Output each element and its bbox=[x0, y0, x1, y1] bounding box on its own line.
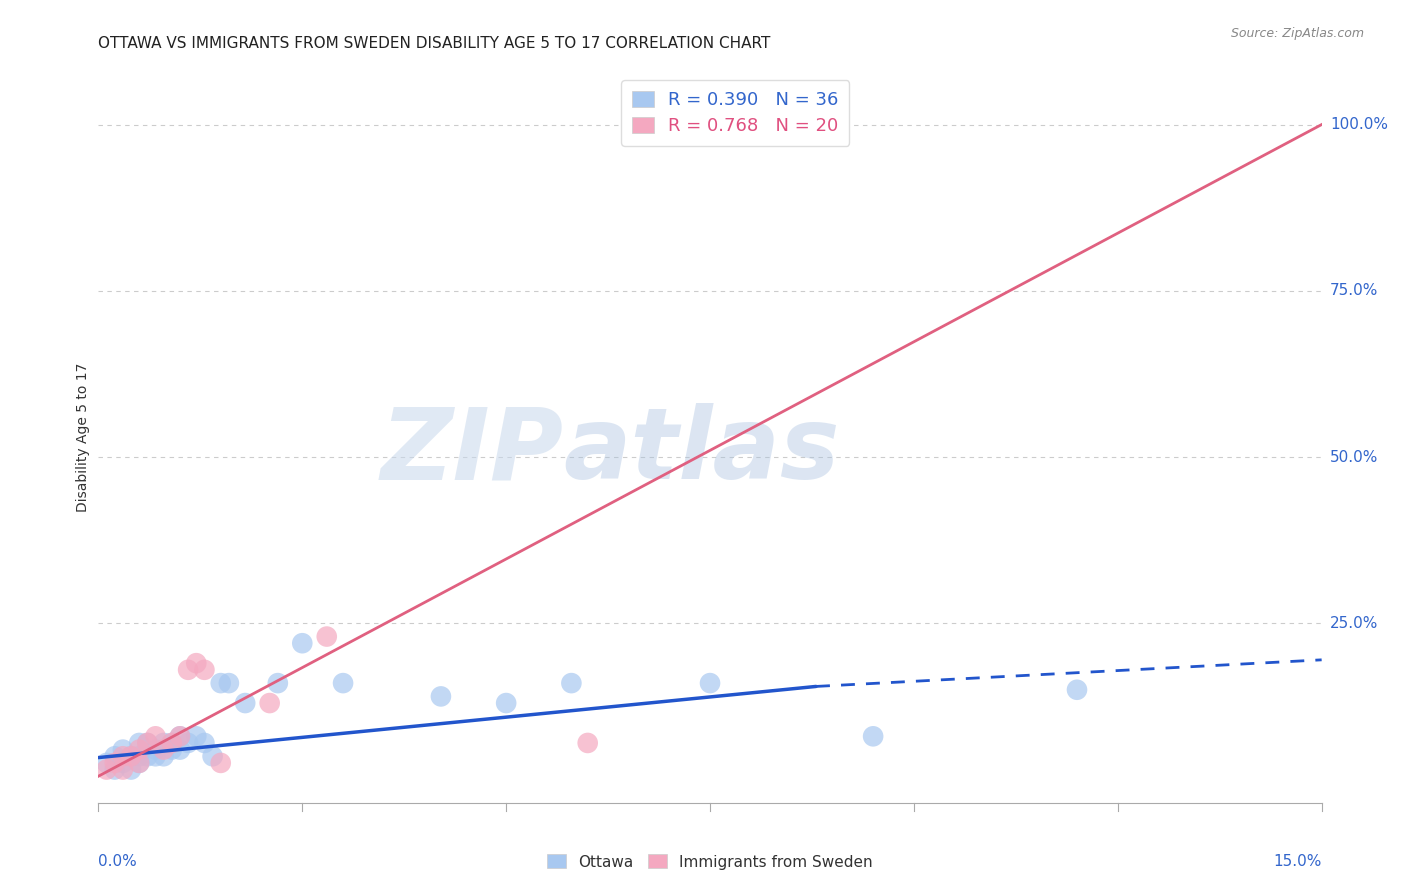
Point bbox=[111, 763, 134, 777]
Point bbox=[111, 756, 134, 770]
Text: 100.0%: 100.0% bbox=[1330, 117, 1388, 132]
Point bbox=[332, 676, 354, 690]
Text: ZIP: ZIP bbox=[380, 403, 564, 500]
Point bbox=[699, 676, 721, 690]
Point bbox=[128, 756, 150, 770]
Point bbox=[120, 749, 142, 764]
Point bbox=[862, 729, 884, 743]
Text: Source: ZipAtlas.com: Source: ZipAtlas.com bbox=[1230, 27, 1364, 40]
Text: 0.0%: 0.0% bbox=[98, 854, 138, 869]
Text: OTTAWA VS IMMIGRANTS FROM SWEDEN DISABILITY AGE 5 TO 17 CORRELATION CHART: OTTAWA VS IMMIGRANTS FROM SWEDEN DISABIL… bbox=[98, 36, 770, 51]
Point bbox=[169, 729, 191, 743]
Point bbox=[186, 729, 208, 743]
Point bbox=[267, 676, 290, 690]
Text: 25.0%: 25.0% bbox=[1330, 615, 1378, 631]
Point bbox=[160, 736, 183, 750]
Point bbox=[145, 749, 167, 764]
Point bbox=[104, 756, 127, 770]
Point bbox=[104, 763, 127, 777]
Text: 75.0%: 75.0% bbox=[1330, 284, 1378, 298]
Text: 50.0%: 50.0% bbox=[1330, 450, 1378, 465]
Point bbox=[315, 630, 337, 644]
Point bbox=[495, 696, 517, 710]
Point bbox=[560, 676, 582, 690]
Point bbox=[136, 749, 159, 764]
Point bbox=[218, 676, 240, 690]
Point bbox=[209, 756, 232, 770]
Point bbox=[120, 763, 142, 777]
Point bbox=[186, 656, 208, 670]
Point bbox=[152, 749, 174, 764]
Point bbox=[128, 736, 150, 750]
Point bbox=[128, 749, 150, 764]
Point bbox=[201, 749, 224, 764]
Point bbox=[259, 696, 281, 710]
Text: 15.0%: 15.0% bbox=[1274, 854, 1322, 869]
Legend: Ottawa, Immigrants from Sweden: Ottawa, Immigrants from Sweden bbox=[541, 848, 879, 876]
Point bbox=[160, 742, 183, 756]
Point bbox=[160, 736, 183, 750]
Point bbox=[111, 742, 134, 756]
Point bbox=[177, 736, 200, 750]
Point bbox=[1066, 682, 1088, 697]
Point bbox=[152, 742, 174, 756]
Point bbox=[177, 663, 200, 677]
Point bbox=[145, 729, 167, 743]
Point bbox=[193, 736, 215, 750]
Point bbox=[658, 104, 681, 119]
Point bbox=[136, 736, 159, 750]
Point bbox=[128, 756, 150, 770]
Text: atlas: atlas bbox=[564, 403, 839, 500]
Point bbox=[136, 736, 159, 750]
Point bbox=[111, 749, 134, 764]
Point bbox=[96, 763, 118, 777]
Y-axis label: Disability Age 5 to 17: Disability Age 5 to 17 bbox=[76, 362, 90, 512]
Point bbox=[576, 736, 599, 750]
Point bbox=[128, 742, 150, 756]
Point bbox=[430, 690, 453, 704]
Point bbox=[291, 636, 314, 650]
Point bbox=[209, 676, 232, 690]
Point bbox=[233, 696, 256, 710]
Point bbox=[145, 742, 167, 756]
Point bbox=[169, 742, 191, 756]
Point bbox=[193, 663, 215, 677]
Point bbox=[152, 736, 174, 750]
Point bbox=[120, 749, 142, 764]
Point bbox=[104, 749, 127, 764]
Point bbox=[96, 756, 118, 770]
Point bbox=[169, 729, 191, 743]
